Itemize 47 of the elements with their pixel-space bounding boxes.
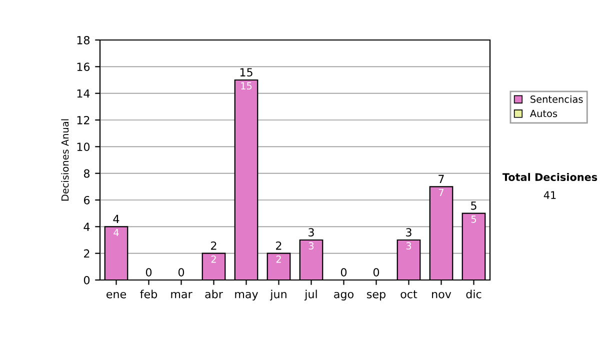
total-label: 0 <box>178 268 184 277</box>
total-label: 2 <box>211 241 216 250</box>
total-label: 15 <box>240 68 252 77</box>
x-tick-label: feb <box>140 290 158 298</box>
data-label: 15 <box>241 82 252 90</box>
legend-label: Autos <box>530 110 558 118</box>
text: 41 <box>544 191 556 199</box>
total-label: 0 <box>146 268 152 277</box>
data-label: 2 <box>211 256 216 263</box>
data-label: 4 <box>114 228 119 236</box>
data-label: 3 <box>308 242 314 250</box>
x-tick-label: jul <box>304 290 317 300</box>
total-label: 4 <box>113 214 120 224</box>
y-tick-label: 4 <box>84 222 90 231</box>
data-label: 2 <box>276 256 281 263</box>
x-tick-label: jun <box>270 290 286 300</box>
x-tick-label: oct <box>400 290 418 298</box>
total-label: 7 <box>438 174 444 184</box>
y-axis-title: Decisiones Anual <box>61 119 69 201</box>
text: Total Decisiones <box>502 172 598 182</box>
total-label: 5 <box>471 202 476 210</box>
x-tick-label: nov <box>432 292 452 298</box>
y-tick-label: 14 <box>77 89 90 98</box>
x-tick-label: ene <box>106 292 126 298</box>
y-tick-label: 10 <box>77 142 90 152</box>
total-label: 3 <box>308 228 314 237</box>
legend-label: Sentencias <box>530 95 583 103</box>
x-tick-label: dic <box>466 290 482 298</box>
total-label: 2 <box>276 241 282 250</box>
total-label: 0 <box>373 268 380 277</box>
data-label: 3 <box>406 242 412 250</box>
data-label: 7 <box>438 188 444 196</box>
x-tick-label: ago <box>334 292 354 300</box>
total-label: 0 <box>340 268 347 277</box>
y-tick-label: 18 <box>77 36 90 44</box>
total-label: 3 <box>406 228 412 237</box>
data-label: 5 <box>471 216 476 223</box>
y-tick-label: 8 <box>84 169 90 178</box>
x-tick-label: abr <box>205 290 223 298</box>
y-tick-label: 16 <box>77 62 90 72</box>
x-tick-label: mar <box>171 292 192 298</box>
y-tick-label: 2 <box>84 249 90 258</box>
x-tick-label: sep <box>367 292 386 300</box>
y-tick-label: 12 <box>77 116 90 124</box>
x-tick-label: may <box>235 292 258 300</box>
y-tick-label: 6 <box>84 196 90 204</box>
y-tick-label: 0 <box>84 276 90 284</box>
